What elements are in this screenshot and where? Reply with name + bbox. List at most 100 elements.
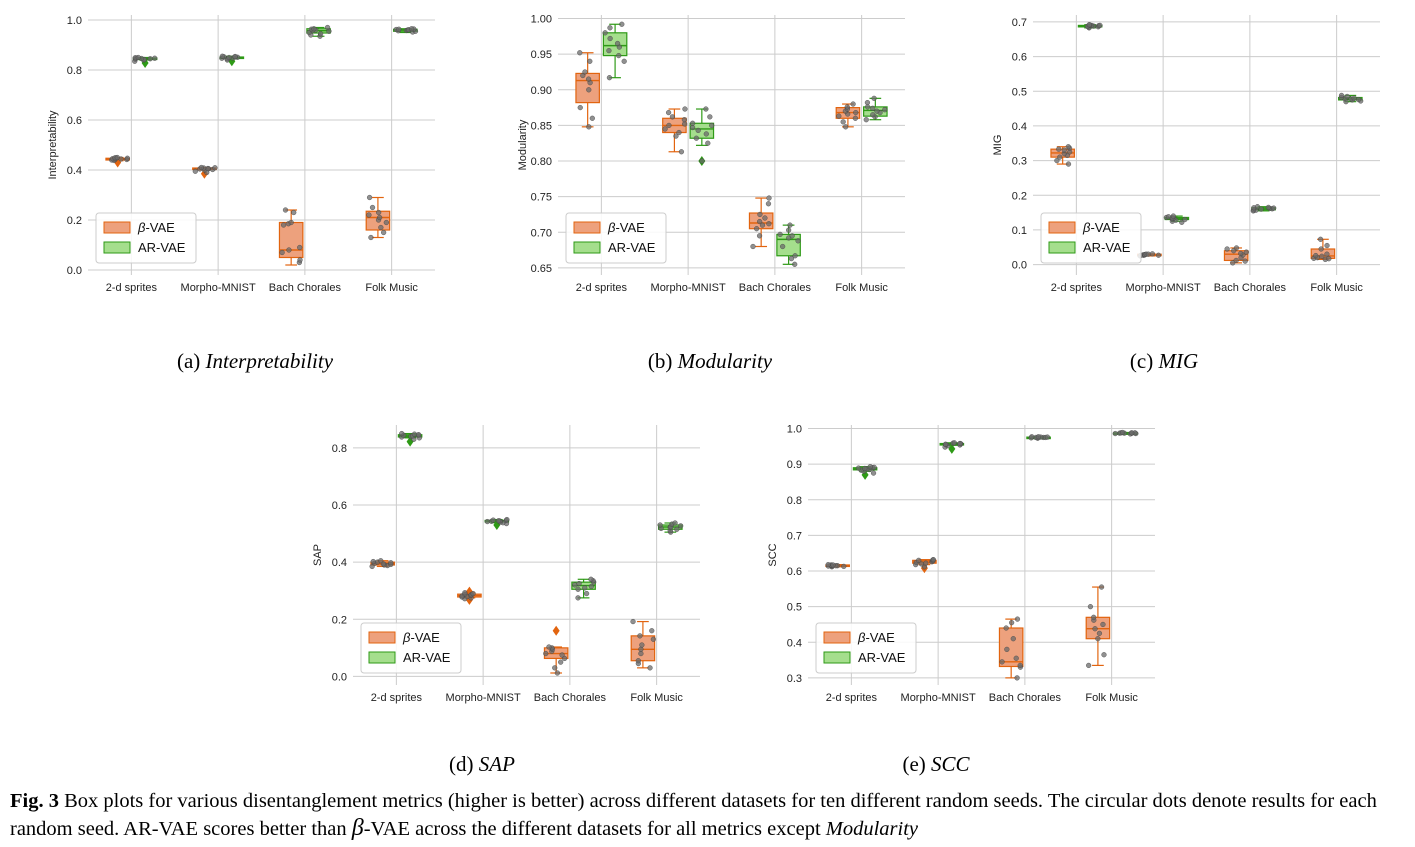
seed-point <box>559 652 565 658</box>
seed-point <box>916 557 922 563</box>
seed-point <box>1324 251 1330 257</box>
seed-point <box>1009 620 1015 626</box>
caption-a: (a) Interpretability <box>155 349 355 374</box>
seed-point <box>672 520 678 526</box>
seed-point <box>619 21 625 27</box>
box-ar-vae <box>132 54 158 68</box>
seed-point <box>662 126 668 132</box>
legend-label-beta-vae: β-VAE <box>1082 220 1120 235</box>
y-tick-label: 0.65 <box>531 263 552 275</box>
seed-point <box>1014 616 1021 622</box>
seed-point <box>381 229 387 236</box>
seed-point <box>1258 206 1264 212</box>
seed-point <box>589 115 595 121</box>
y-tick-label: 0.4 <box>787 637 802 649</box>
seed-point <box>1265 204 1271 211</box>
legend-label-ar-vae: AR-VAE <box>138 240 186 255</box>
y-axis-label: MIG <box>992 135 1004 156</box>
seed-point <box>366 194 373 201</box>
box-ar-vae <box>689 106 715 167</box>
seed-point <box>1044 434 1051 440</box>
seed-point <box>1087 604 1094 610</box>
seed-point <box>840 119 846 125</box>
seed-point <box>1254 204 1261 210</box>
sap-chart: 0.0 0.2 0.4 0.6 0.8 SAP 2-d sprites Morpho-MNIS… <box>312 425 700 704</box>
legend-swatch-ar-vae <box>823 651 851 664</box>
seed-point <box>1013 655 1019 661</box>
seed-point <box>543 650 549 657</box>
box-beta-vae <box>748 195 774 250</box>
seed-point <box>1233 257 1239 264</box>
box-beta-vae <box>1223 245 1249 266</box>
box-beta-vae <box>192 164 218 179</box>
seed-point <box>147 56 153 62</box>
box-ar-vae <box>863 95 888 123</box>
x-tick-label: 2-d sprites <box>371 692 423 704</box>
seed-point <box>1035 434 1042 440</box>
seed-point <box>703 106 709 112</box>
y-tick-label: 0.85 <box>531 120 552 132</box>
seed-point <box>1065 161 1072 167</box>
seed-point <box>870 470 877 476</box>
seed-point <box>1098 584 1105 590</box>
box-beta-vae <box>912 557 937 574</box>
seed-point <box>788 256 795 262</box>
legend-beta-symbol: β <box>857 630 866 645</box>
seed-point <box>219 53 225 59</box>
seed-point <box>282 207 289 213</box>
seed-point <box>583 590 590 597</box>
y-tick-label: 0.4 <box>332 557 347 569</box>
box-ar-vae <box>571 576 597 601</box>
legend-beta-symbol: β <box>137 220 146 235</box>
box-ar-vae <box>1026 434 1051 441</box>
legend-swatch-beta-vae <box>573 221 601 234</box>
y-tick-label: 1.00 <box>531 14 552 26</box>
caption-c-label: (c) <box>1129 349 1159 373</box>
seed-point <box>843 124 849 130</box>
seed-point <box>855 465 862 471</box>
legend-label-beta-vae: β-VAE <box>402 630 440 645</box>
seed-point <box>383 219 389 226</box>
seed-point <box>409 26 415 32</box>
y-tick-label: 0.6 <box>67 115 82 127</box>
legend-label-ar-vae: AR-VAE <box>608 240 656 255</box>
box-ar-vae <box>1338 92 1364 105</box>
seed-point <box>766 221 772 227</box>
seed-point <box>647 665 653 671</box>
y-tick-label: 0.7 <box>787 530 802 542</box>
seed-point <box>588 576 594 582</box>
seed-point <box>682 106 688 112</box>
seed-point <box>1165 214 1172 220</box>
seed-point <box>870 105 876 111</box>
x-tick-label: Morpho-MNIST <box>651 282 726 294</box>
y-tick-label: 0.7 <box>1012 17 1027 29</box>
seed-point <box>366 212 372 218</box>
legend-swatch-beta-vae <box>1048 221 1076 234</box>
x-tick-label: Bach Chorales <box>269 282 342 294</box>
x-tick-label: Morpho-MNIST <box>901 692 976 704</box>
seed-point <box>693 135 699 141</box>
seed-point <box>226 54 232 61</box>
seed-point <box>678 149 685 155</box>
seed-point <box>1149 251 1155 257</box>
legend-beta-suffix: -VAE <box>615 220 645 235</box>
legend-beta-symbol: β <box>402 630 411 645</box>
seed-point <box>792 253 798 259</box>
y-tick-label: 0.6 <box>1012 52 1027 64</box>
y-tick-label: 0.3 <box>1012 156 1027 168</box>
box-beta-vae <box>365 194 391 241</box>
y-tick-label: 0.4 <box>67 165 82 177</box>
seed-point <box>766 195 772 201</box>
seed-point <box>378 224 384 231</box>
seed-point <box>1319 253 1325 259</box>
seed-point <box>1344 93 1350 100</box>
box-ar-vae <box>1250 204 1277 214</box>
seed-point <box>152 55 158 61</box>
y-tick-label: 0.70 <box>531 227 552 239</box>
seed-point <box>795 238 801 244</box>
caption-b: (b) Modularity <box>610 349 810 374</box>
seed-point <box>863 117 869 123</box>
seed-point <box>586 87 592 93</box>
y-tick-label: 0.3 <box>787 673 802 685</box>
seed-point <box>1119 429 1126 436</box>
